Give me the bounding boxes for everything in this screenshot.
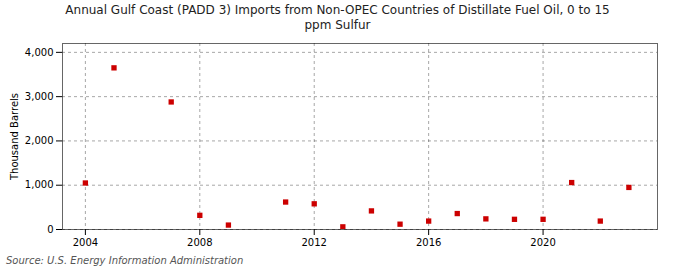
svg-text:2004: 2004 <box>73 237 98 248</box>
svg-text:2020: 2020 <box>530 237 555 248</box>
svg-text:Thousand Barrels: Thousand Barrels <box>9 93 20 181</box>
svg-text:2016: 2016 <box>416 237 441 248</box>
svg-text:1,000: 1,000 <box>25 179 54 190</box>
html-text:Annual Gulf Coast (PADD 3) Imp: Annual Gulf Coast (PADD 3) Imports from … <box>65 3 610 32</box>
svg-text:0: 0 <box>47 224 53 235</box>
svg-text:2,000: 2,000 <box>25 135 54 146</box>
svg-text:2008: 2008 <box>187 237 212 248</box>
svg-text:2012: 2012 <box>302 237 327 248</box>
svg-text:3,000: 3,000 <box>25 91 54 102</box>
svg-text:4,000: 4,000 <box>25 47 54 58</box>
html-text:Source: U.S. Energy Informatio: Source: U.S. Energy Information Administ… <box>6 255 244 266</box>
